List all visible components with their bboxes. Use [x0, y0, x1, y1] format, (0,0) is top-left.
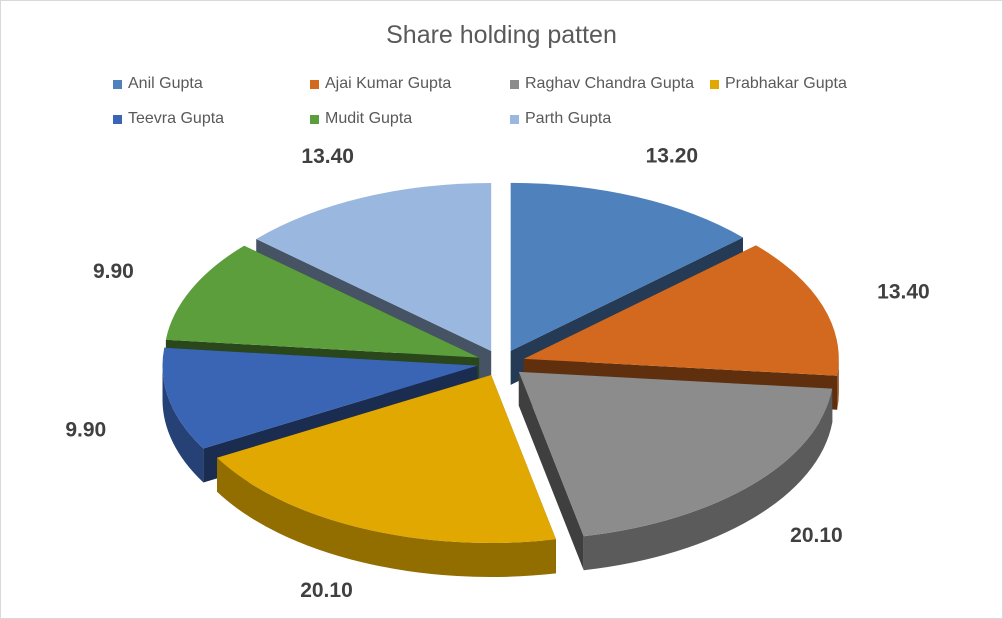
legend-swatch	[113, 79, 122, 89]
legend-swatch	[113, 114, 122, 124]
slice-top	[523, 245, 839, 376]
slice-side-wall	[518, 371, 584, 571]
slice-top	[165, 245, 480, 358]
slice-outer-wall	[837, 358, 839, 410]
slice-outer-wall	[217, 457, 556, 578]
legend-label: Raghav Chandra Gupta	[525, 75, 694, 92]
legend-item: Prabhakar Gupta	[710, 75, 847, 93]
data-label: 13.20	[646, 145, 699, 168]
slice-top	[217, 375, 556, 544]
legend-item: Raghav Chandra Gupta	[510, 75, 694, 93]
legend-item: Parth Gupta	[510, 110, 611, 128]
data-label: 9.90	[65, 418, 106, 441]
legend-swatch	[310, 79, 319, 89]
slice-top	[256, 182, 492, 351]
pie-slice	[217, 375, 556, 578]
data-label: 9.90	[93, 260, 134, 283]
slice-top	[162, 347, 478, 449]
data-label: 13.40	[301, 145, 354, 168]
legend-label: Teevra Gupta	[128, 110, 225, 127]
data-label: 20.10	[790, 524, 843, 547]
legend-swatch	[310, 114, 319, 124]
slice-outer-wall	[583, 388, 833, 571]
data-label: 13.40	[877, 281, 930, 304]
legend-swatch	[710, 79, 719, 89]
slice-top	[518, 371, 833, 537]
legend-item: Teevra Gupta	[113, 110, 224, 128]
legend-label: Parth Gupta	[525, 110, 612, 127]
legend-swatch	[510, 79, 519, 89]
legend-label: Ajai Kumar Gupta	[325, 75, 452, 92]
legend-item: Mudit Gupta	[310, 110, 412, 128]
chart-title: Share holding patten	[386, 21, 617, 49]
slice-outer-wall	[162, 365, 204, 483]
slice-top	[510, 182, 743, 351]
pie-slice	[518, 371, 833, 571]
legend-item: Ajai Kumar Gupta	[310, 75, 451, 93]
legend-label: Prabhakar Gupta	[725, 75, 847, 92]
legend-item: Anil Gupta	[113, 75, 203, 93]
data-label: 20.10	[300, 579, 353, 602]
legend-swatch	[510, 114, 519, 124]
legend-label: Anil Gupta	[128, 75, 203, 92]
legend-label: Mudit Gupta	[325, 110, 413, 127]
